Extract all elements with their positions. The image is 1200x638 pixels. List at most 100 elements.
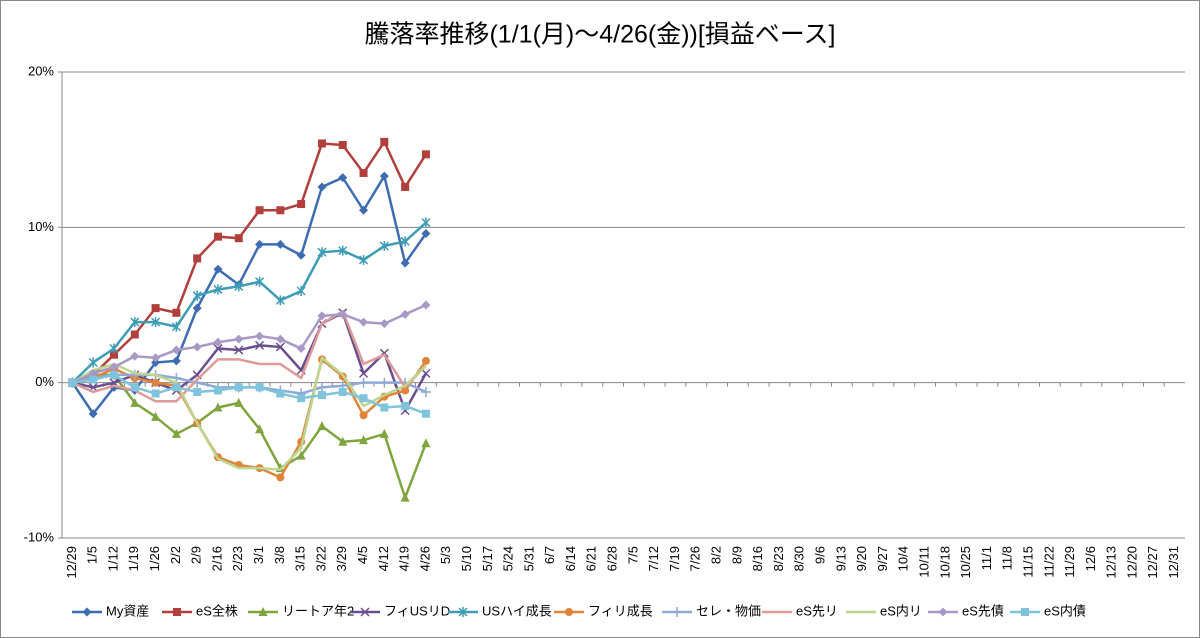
marker [151,411,161,421]
marker [401,386,410,395]
marker [109,370,118,379]
x-tick-label: 4/19 [397,546,412,571]
x-tick-label: 6/7 [542,546,557,564]
marker [213,386,222,395]
x-tick-label: 10/18 [937,546,952,579]
marker [401,182,410,191]
marker [275,295,285,306]
marker [109,350,118,359]
legend-item: セレ・物価 [662,603,761,618]
marker [276,389,285,398]
marker [421,356,430,365]
marker [317,391,326,400]
marker [421,300,431,310]
x-tick-label: 10/4 [896,546,911,571]
marker [359,317,369,327]
marker [317,311,327,321]
marker [420,386,431,397]
marker [129,369,140,380]
legend-label: セレ・物価 [696,603,761,618]
marker [317,139,326,148]
marker [379,428,389,438]
x-tick-label: 7/19 [667,546,682,571]
x-tick-label: 2/23 [230,546,245,571]
marker [317,247,327,258]
x-tick-label: 8/9 [729,546,744,564]
marker [88,409,98,419]
x-tick-label: 6/14 [563,546,578,571]
marker [379,240,389,251]
x-tick-label: 12/31 [1166,546,1181,579]
legend-item: eS内リ [846,603,922,618]
x-tick-label: 11/29 [1062,546,1077,578]
series [67,369,431,502]
legend-item: eS先債 [928,603,1004,618]
marker [213,264,223,274]
marker [68,378,77,387]
marker [130,351,140,361]
x-tick-label: 6/21 [584,546,599,571]
marker [213,402,223,412]
marker [296,343,306,353]
marker [379,171,389,181]
marker [421,217,431,228]
x-tick-label: 5/10 [459,546,474,571]
x-tick-label: 7/12 [646,546,661,571]
marker [234,345,244,355]
marker [130,397,140,407]
legend-label: フィUSリD [384,603,450,618]
marker [109,362,119,372]
x-tick-label: 12/13 [1104,546,1119,579]
marker [400,492,410,502]
x-tick-label: 8/2 [709,546,724,564]
series [67,171,431,419]
marker [380,137,389,146]
marker [296,450,306,460]
marker [359,168,368,177]
series-line [71,373,428,499]
x-tick-label: 7/26 [688,546,703,571]
x-tick-label: 11/15 [1020,546,1035,578]
marker [151,353,161,363]
legend-marker [360,607,370,617]
legend-item: eS先リ [762,603,838,618]
x-tick-label: 12/27 [1145,546,1160,579]
marker [421,150,430,159]
marker [338,387,347,396]
marker [213,232,222,241]
x-tick-label: 10/25 [958,546,973,579]
marker [275,342,285,352]
marker [151,357,161,367]
marker [275,239,285,249]
legend-marker [258,607,268,616]
x-tick-label: 9/13 [833,546,848,571]
marker [234,234,243,243]
x-tick-label: 5/31 [521,546,536,571]
legend-item: eS内債 [1010,603,1086,618]
marker [193,387,202,396]
legend-marker [565,608,573,616]
x-tick-label: 3/22 [313,546,328,571]
x-tick-label: 3/29 [334,546,349,571]
marker [421,229,431,239]
legend-label: eS先債 [962,603,1004,618]
legend-label: My資産 [106,603,149,618]
marker [172,308,181,317]
x-tick-label: 9/20 [854,546,869,571]
marker [276,206,285,215]
marker [172,383,181,392]
marker [255,206,264,215]
marker [234,383,243,392]
legend-marker [1021,608,1029,616]
marker [359,368,369,378]
marker [192,342,202,352]
marker [255,383,264,392]
legend-label: フィリ成長 [588,603,653,618]
series [68,370,430,418]
marker [193,254,202,263]
marker [296,250,306,260]
legend-marker [82,607,92,617]
x-tick-label: 8/30 [792,546,807,571]
marker [421,409,430,418]
